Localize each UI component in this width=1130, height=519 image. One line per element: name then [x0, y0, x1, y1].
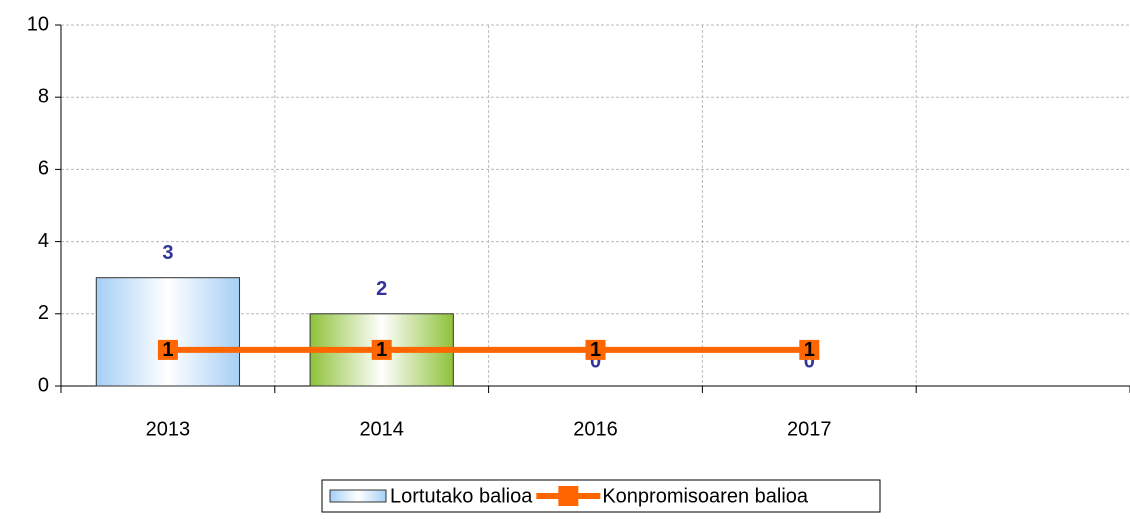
x-tick-label: 2017 [787, 418, 832, 440]
y-tick-label: 2 [38, 302, 49, 324]
bar-value-label: 0 [590, 350, 601, 372]
y-tick-label: 4 [38, 230, 49, 252]
line-marker [157, 339, 178, 360]
legend-swatch-marker [558, 486, 579, 506]
line-marker [799, 339, 820, 360]
y-tick-label: 8 [38, 85, 49, 107]
bar-value-label: 0 [804, 350, 815, 372]
line-value-label: 1 [162, 339, 173, 361]
bar-value-label: 3 [162, 242, 173, 264]
line-value-label: 1 [804, 339, 815, 361]
legend-box [321, 479, 881, 513]
line-value-label: 1 [590, 339, 601, 361]
line-value-label: 1 [376, 339, 387, 361]
legend-swatch [329, 489, 387, 503]
line-marker [371, 339, 392, 360]
x-tick-label: 2016 [573, 418, 618, 440]
x-tick-label: 2013 [146, 418, 191, 440]
y-tick-label: 0 [38, 374, 49, 396]
legend-label: Konpromisoaren balioa [602, 485, 809, 507]
legend-label: Lortutako balioa [390, 485, 533, 507]
line-marker [585, 339, 606, 360]
y-tick-label: 6 [38, 158, 49, 180]
y-tick-label: 10 [27, 13, 49, 35]
bar-value-label: 2 [376, 278, 387, 300]
bar [95, 277, 241, 387]
x-tick-label: 2014 [359, 418, 404, 440]
